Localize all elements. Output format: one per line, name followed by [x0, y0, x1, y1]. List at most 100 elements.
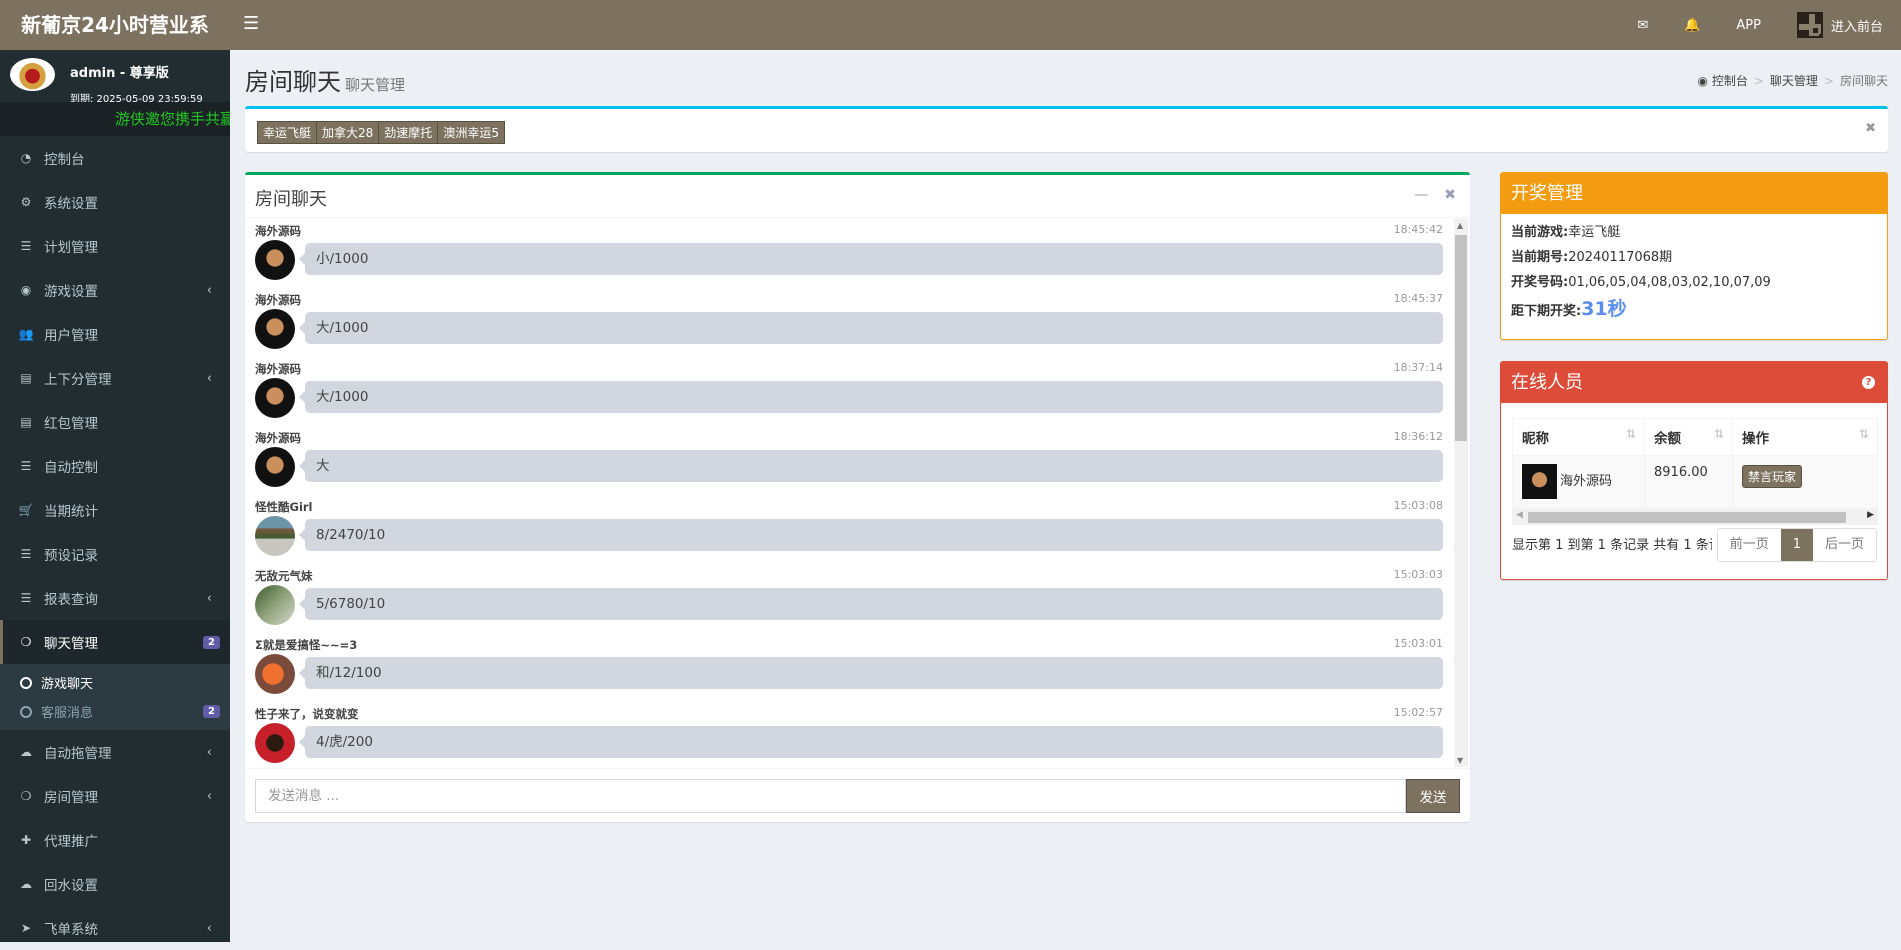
lottery-title: 开奖管理 [1501, 173, 1887, 214]
breadcrumb-home[interactable]: 控制台 [1711, 74, 1748, 88]
app-logo[interactable]: 新葡京24小时营业系 [21, 13, 209, 37]
sidebar-item-label: 控制台 [44, 152, 85, 168]
sidebar-item[interactable]: ▤ 红包管理 [0, 400, 230, 444]
chat-message: 性子来了，说变就变 15:02:57 4/虎/200 [255, 706, 1443, 767]
close-icon[interactable]: ✖ [1865, 121, 1876, 136]
chat-title: 房间聊天 [255, 189, 327, 210]
sidebar-item[interactable]: ☰ 预设记录 [0, 532, 230, 576]
sort-icon: ⇅ [1625, 427, 1636, 441]
sidebar-item[interactable]: ☰ 报表查询 ‹ [0, 576, 230, 620]
comments-icon: ❍ [20, 789, 32, 803]
table-hscrollbar[interactable]: ◀ ▶ [1512, 509, 1878, 525]
page-title: 房间聊天 [245, 68, 341, 96]
lottery-box: 开奖管理 当前游戏:幸运飞艇 当前期号:20240117068期 开奖号码:01… [1500, 172, 1888, 340]
envelope-icon: ✉ [1637, 17, 1649, 33]
dashboard-icon: ◔ [20, 151, 32, 165]
sidebar-item[interactable]: 🛒 当期统计 [0, 488, 230, 532]
chevron-left-icon: ‹ [206, 744, 212, 760]
breadcrumb-chat[interactable]: 聊天管理 [1769, 74, 1818, 88]
cart-icon: 🛒 [18, 503, 34, 517]
message-bubble: 大/1000 [299, 312, 1443, 344]
avatar [255, 240, 295, 280]
notifications-button[interactable]: 🔔 [1666, 18, 1718, 33]
page-subtitle: 聊天管理 [345, 76, 406, 94]
sidebar-item-label: 聊天管理 [44, 636, 98, 652]
chat-message: 海外源码 18:36:12 大 [255, 430, 1443, 499]
sidebar-item[interactable]: ❍ 聊天管理 2 [0, 620, 230, 664]
chat-messages: 海外源码 18:45:42 小/1000 海外源码 18:45:37 大/1000 海外源码… [245, 219, 1470, 767]
sidebar-item[interactable]: 👥 用户管理 [0, 312, 230, 356]
col-balance[interactable]: 余额 ⇅ [1644, 418, 1733, 456]
sidebar-item[interactable]: ☰ 计划管理 [0, 224, 230, 268]
page-1-button[interactable]: 1 [1780, 529, 1813, 561]
sidebar-item[interactable]: ▤ 上下分管理 ‹ [0, 356, 230, 400]
message-time: 15:03:03 [1393, 568, 1443, 581]
sidebar-item[interactable]: ◉ 游戏设置 ‹ [0, 268, 230, 312]
sidebar-item[interactable]: ➤ 飞单系统 ‹ [0, 906, 230, 950]
gamepad-icon: ◉ [20, 283, 32, 297]
chat-message: 海外源码 18:37:14 大/1000 [255, 361, 1443, 430]
sidebar-item-label: 预设记录 [44, 548, 98, 564]
avatar [255, 447, 295, 487]
app-button[interactable]: APP [1736, 17, 1761, 33]
list-icon: ☰ [20, 547, 32, 561]
message-bubble: 4/虎/200 [299, 726, 1443, 758]
top-navbar: 新葡京24小时营业系 ☰ ✉ 🔔 APP 进入前台 [0, 0, 1901, 50]
sidebar-item[interactable]: ◔ 控制台 [0, 136, 230, 180]
message-bubble: 5/6780/10 [299, 588, 1443, 620]
sidebar-item[interactable]: ☁ 自动拖管理 ‹ [0, 730, 230, 774]
sidebar-item-label: 自动控制 [44, 460, 98, 476]
game-tab[interactable]: 加拿大28 [317, 122, 380, 143]
sidebar-item-label: 系统设置 [44, 196, 98, 212]
sidebar-item[interactable]: ⚙ 系统设置 [0, 180, 230, 224]
game-tab[interactable]: 幸运飞艇 [258, 122, 318, 143]
col-nickname[interactable]: 昵称 ⇅ [1512, 418, 1645, 456]
enter-frontend-button[interactable]: 进入前台 [1779, 12, 1901, 38]
message-bubble: 小/1000 [299, 243, 1443, 275]
avatar [255, 378, 295, 418]
countdown: 距下期开奖:31秒 [1511, 298, 1627, 320]
sidebar-item[interactable]: ❍ 房间管理 ‹ [0, 774, 230, 818]
message-sender: 海外源码 [255, 293, 301, 307]
message-input[interactable] [255, 779, 1406, 813]
game-tab[interactable]: 澳洲幸运5 [438, 122, 504, 143]
game-tab[interactable]: 劲速摩托 [379, 122, 439, 143]
list-icon: ☰ [20, 239, 32, 253]
submenu-item[interactable]: 客服消息 2 [0, 697, 230, 726]
message-time: 18:36:12 [1393, 430, 1443, 443]
avatar [10, 58, 55, 91]
cogs-icon: ⚙ [20, 195, 32, 209]
list-icon: ☰ [20, 459, 32, 473]
commenting-icon: ☁ [20, 745, 32, 759]
message-bubble: 8/2470/10 [299, 519, 1443, 551]
sidebar-item[interactable]: ✚ 代理推广 [0, 818, 230, 862]
sidebar-item[interactable]: ☁ 回水设置 [0, 862, 230, 906]
send-button[interactable]: 发送 [1406, 779, 1460, 813]
online-users-box: 在线人员? 昵称 ⇅ 余额 ⇅ 操作 ⇅ 海外源码 8916.00 禁言玩家 ◀ ▶ 显… [1500, 361, 1888, 580]
minimize-icon[interactable]: — [1414, 187, 1429, 203]
prev-page-button[interactable]: 前一页 [1729, 537, 1769, 552]
close-icon[interactable]: ✖ [1444, 187, 1456, 203]
next-page-button[interactable]: 后一页 [1824, 537, 1864, 552]
dashboard-icon: ◉ [1697, 74, 1708, 88]
list-icon: ☰ [20, 591, 32, 605]
message-time: 15:02:57 [1393, 706, 1443, 719]
pagination: 前一页 1 后一页 [1716, 528, 1877, 562]
mail-button[interactable]: ✉ [1619, 18, 1666, 33]
col-action[interactable]: 操作 ⇅ [1732, 418, 1878, 456]
mute-player-button[interactable]: 禁言玩家 [1742, 465, 1803, 488]
chat-message: 无敌元气妹 15:03:03 5/6780/10 [255, 568, 1443, 637]
sidebar-item[interactable]: ☰ 自动控制 [0, 444, 230, 488]
message-sender: 性子来了，说变就变 [255, 707, 359, 721]
paper-plane-icon: ➤ [20, 921, 32, 935]
chat-scrollbar[interactable]: ▲ ▼ [1454, 219, 1468, 767]
sidebar-toggle-icon[interactable]: ☰ [243, 13, 260, 34]
chevron-left-icon: ‹ [206, 788, 212, 804]
avatar [255, 309, 295, 349]
page-header: 房间聊天 聊天管理 [245, 62, 405, 97]
comments-icon: ❍ [20, 635, 32, 649]
submenu-item[interactable]: 游戏聊天 [0, 668, 230, 697]
help-icon[interactable]: ? [1862, 376, 1875, 389]
avatar [255, 654, 295, 694]
qrcode-icon [1796, 12, 1823, 38]
